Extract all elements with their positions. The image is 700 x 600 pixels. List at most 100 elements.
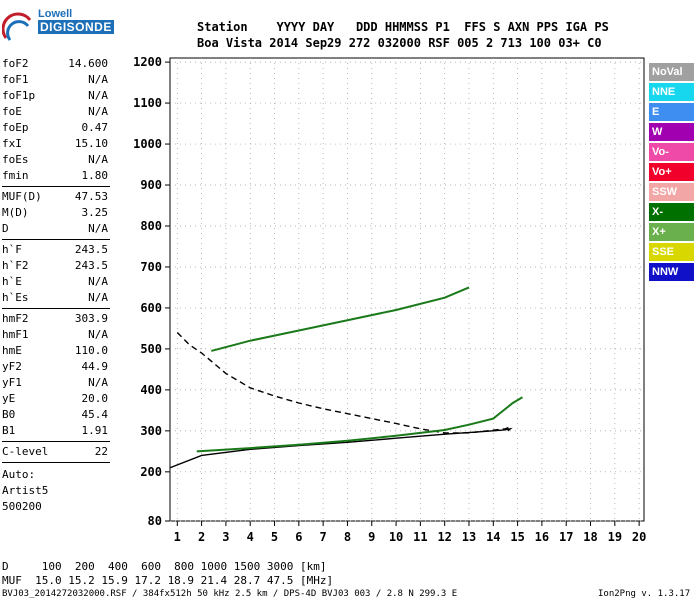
auto-line: Artist5: [2, 484, 49, 497]
legend-item-nnw: NNW: [649, 263, 694, 281]
plot-frame: [169, 57, 645, 522]
param-key: foF1p: [2, 89, 36, 102]
x-tick-label: 8: [344, 530, 351, 544]
y-tick-label: 600: [140, 301, 162, 315]
autoscaling-info: Auto: Artist5 500200: [2, 467, 170, 515]
x-tick-label: 17: [559, 530, 573, 544]
param-key: yF2: [2, 360, 22, 373]
param-key: C-level: [2, 445, 49, 458]
panel-divider: [2, 462, 110, 463]
param-row: B0 45.4: [2, 407, 170, 423]
param-row: foF1 N/A: [2, 72, 170, 88]
x-tick-label: 4: [247, 530, 254, 544]
logo-name: DIGISONDE: [38, 20, 114, 34]
param-key: foF2: [2, 57, 29, 70]
param-value: N/A: [88, 73, 108, 86]
param-value: 0.47: [81, 121, 109, 134]
param-key: h`F2: [2, 259, 29, 272]
x-tick-label: 9: [368, 530, 375, 544]
param-key: fmin: [2, 169, 29, 182]
param-value: 1.80: [81, 169, 109, 182]
header-line-1: Station YYYY DAY DDD HHMMSS P1 FFS S AXN…: [197, 20, 609, 34]
panel-divider: [2, 186, 110, 187]
y-tick-label: 80: [148, 514, 162, 528]
param-key: foF1: [2, 73, 29, 86]
param-value: N/A: [88, 105, 108, 118]
param-key: B1: [2, 424, 16, 437]
param-key: M(D): [2, 206, 29, 219]
param-key: yF1: [2, 376, 22, 389]
x-tick-label: 19: [608, 530, 622, 544]
param-key: hmF1: [2, 328, 29, 341]
param-key: fxI: [2, 137, 22, 150]
version-label: Ion2Png v. 1.3.17: [598, 589, 691, 599]
auto-line: Auto:: [2, 468, 36, 481]
param-value: 303.9: [74, 312, 108, 325]
y-tick-label: 500: [140, 342, 162, 356]
trace-series-3: [196, 396, 523, 453]
auto-line: 500200: [2, 500, 42, 513]
x-tick-label: 18: [583, 530, 597, 544]
legend-item-noval: NoVal: [649, 63, 694, 81]
param-row: yE 20.0: [2, 391, 170, 407]
file-info: BVJ03_2014272032000.RSF / 384fx512h 50 k…: [2, 589, 458, 599]
param-key: hmF2: [2, 312, 29, 325]
param-value: 45.4: [81, 408, 109, 421]
legend-item-w: W: [649, 123, 694, 141]
y-tick-label: 700: [140, 260, 162, 274]
param-key: h`Es: [2, 291, 29, 304]
param-key: foE: [2, 105, 22, 118]
y-tick-label: 1000: [133, 137, 162, 151]
param-value: 14.600: [68, 57, 108, 70]
x-tick-label: 13: [462, 530, 476, 544]
param-value: N/A: [88, 153, 108, 166]
param-key: yE: [2, 392, 16, 405]
param-row: foEp 0.47: [2, 120, 170, 136]
param-value: N/A: [88, 89, 108, 102]
param-value: N/A: [88, 275, 108, 288]
param-row: fxI 15.10: [2, 136, 170, 152]
legend-item-x-: X+: [649, 223, 694, 241]
param-value: 243.5: [74, 259, 108, 272]
param-key: foEp: [2, 121, 29, 134]
x-tick-label: 14: [486, 530, 500, 544]
x-tick-label: 1: [174, 530, 181, 544]
param-row: D N/A: [2, 221, 170, 237]
x-tick-label: 11: [413, 530, 427, 544]
param-row: yF1 N/A: [2, 375, 170, 391]
legend-item-sse: SSE: [649, 243, 694, 261]
y-tick-label: 200: [140, 465, 162, 479]
param-value: 22: [94, 445, 108, 458]
y-tick-label: 1200: [133, 55, 162, 69]
legend-item-ssw: SSW: [649, 183, 694, 201]
param-row: h`F 243.5: [2, 242, 170, 258]
legend-item-vo-: Vo+: [649, 163, 694, 181]
param-row: MUF(D) 47.53: [2, 189, 170, 205]
param-value: N/A: [88, 328, 108, 341]
x-tick-label: 16: [535, 530, 549, 544]
trace-series-2: [176, 332, 511, 434]
x-tick-label: 12: [437, 530, 451, 544]
param-row: hmF2 303.9: [2, 311, 170, 327]
param-row: h`Es N/A: [2, 290, 170, 306]
x-tick-label: 2: [198, 530, 205, 544]
param-key: h`E: [2, 275, 22, 288]
param-row: foEs N/A: [2, 152, 170, 168]
param-row: C-level 22: [2, 444, 170, 460]
param-row: M(D) 3.25: [2, 205, 170, 221]
param-value: 15.10: [74, 137, 108, 150]
x-tick-label: 7: [320, 530, 327, 544]
x-tick-label: 5: [271, 530, 278, 544]
y-tick-label: 1100: [133, 96, 162, 110]
x-tick-label: 6: [295, 530, 302, 544]
x-tick-label: 10: [389, 530, 403, 544]
param-value: 47.53: [74, 190, 108, 203]
param-value: 1.91: [81, 424, 109, 437]
param-row: h`F2 243.5: [2, 258, 170, 274]
param-value: 44.9: [81, 360, 109, 373]
param-value: N/A: [88, 376, 108, 389]
digisonde-logo: Lowell DIGISONDE: [1, 8, 114, 46]
y-tick-label: 900: [140, 178, 162, 192]
y-tick-label: 400: [140, 383, 162, 397]
param-row: foE N/A: [2, 104, 170, 120]
